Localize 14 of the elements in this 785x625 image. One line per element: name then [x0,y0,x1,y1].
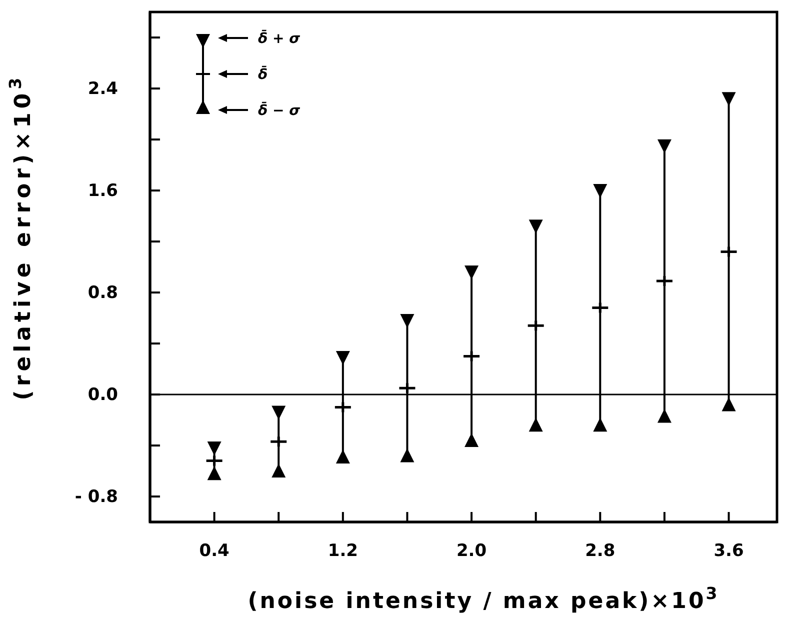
x-tick-label: 2.8 [585,541,616,562]
annotation: δ̄ + σ [258,29,300,47]
x-tick-label: 0.4 [199,541,230,562]
y-tick-label: 2.4 [88,78,118,99]
y-tick-label: - 0.8 [74,486,118,507]
x-axis-title: (noise intensity / max peak)×10$^{3}$ [248,584,720,614]
y-tick-label: 0.0 [88,384,118,405]
annotation: δ̄ [258,65,268,83]
y-tick-label: 1.6 [88,180,118,201]
x-tick-label: 3.6 [714,541,744,562]
x-tick-label: 1.2 [328,541,358,562]
x-tick-label: 2.0 [456,541,487,562]
y-tick-label: 0.8 [88,282,118,303]
annotation: δ̄ − σ [258,101,300,119]
